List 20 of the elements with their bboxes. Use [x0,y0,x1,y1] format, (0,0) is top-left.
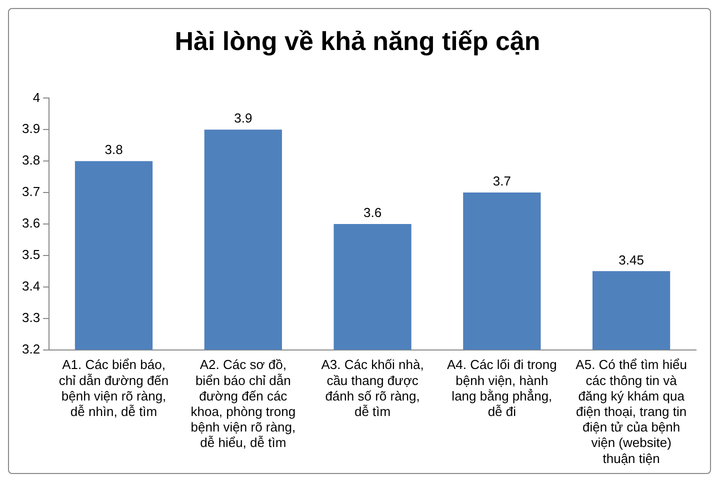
x-tick-label: A3. Các khối nhà, cầu thang được đánh số rõ ràng, dễ tìm [321,357,424,419]
y-tick-label: 3.7 [22,184,40,200]
x-tick-label: A1. Các biển báo, chỉ dẫn đường đến bệnh viện rõ ràng, dễ nhìn, dễ tìm [58,357,169,419]
data-label: 3.8 [104,142,123,158]
y-tick-label: 3.9 [22,121,40,136]
y-tick-label: 3.6 [22,216,40,231]
data-label: 3.9 [234,110,252,126]
y-tick-label: 3.2 [22,341,40,356]
y-tick-label: 4 [32,90,40,105]
y-tick-label: 3.4 [22,278,40,294]
x-tick-label: A5. Có thể tìm hiểu các thông tin và đăng ký khám qua điện thoại, trang tin điện tử của bệnh viện (website) thuận tiện [576,357,687,466]
data-label: 3.6 [363,205,382,220]
data-label: 3.45 [618,252,644,268]
x-tick-label: A2. Các sơ đồ, biển báo chỉ dẫn đường đến các khoa, phòng trong bệnh viện rõ ràng, dễ hiểu, dễ tìm [190,357,296,450]
chart-title: Hài lòng về khả năng tiếp cận [174,26,540,56]
y-tick-label: 3.3 [22,310,40,325]
y-tick-label: 3.5 [22,247,40,262]
data-label: 3.7 [492,174,511,189]
x-tick-label: A4. Các lối đi trong bệnh viện, hành lang bằng phẳng, dễ đi [447,357,557,419]
y-tick-label: 3.8 [22,152,40,168]
